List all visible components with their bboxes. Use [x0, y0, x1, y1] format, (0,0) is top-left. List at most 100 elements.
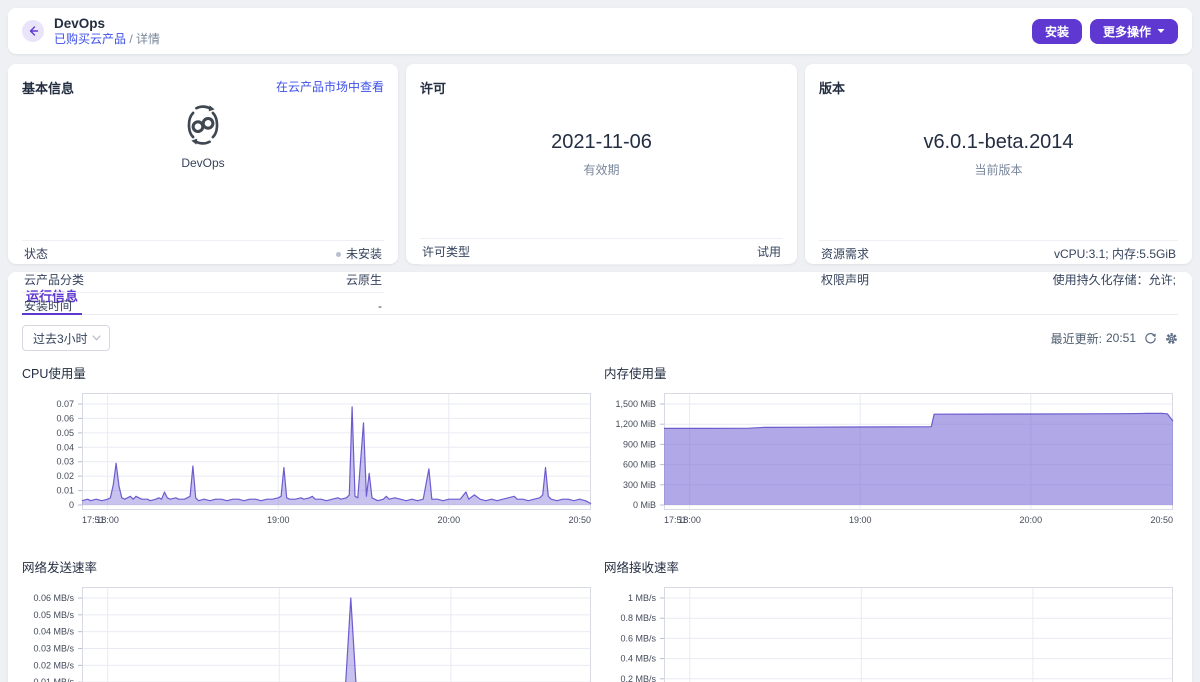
svg-text:0.02 MB/s: 0.02 MB/s	[33, 660, 74, 670]
chevron-down-icon	[1157, 29, 1165, 33]
info-row-label: 状态	[24, 247, 49, 261]
arrow-left-icon	[29, 26, 39, 36]
svg-text:20:50: 20:50	[568, 515, 591, 525]
svg-text:0.04: 0.04	[56, 442, 74, 452]
svg-text:1,200 MiB: 1,200 MiB	[615, 419, 656, 429]
breadcrumb: 已购买云产品 / 详情	[54, 32, 160, 47]
header-titles: DevOps 已购买云产品 / 详情	[54, 16, 160, 47]
svg-text:0 MiB: 0 MiB	[633, 500, 656, 510]
svg-text:900 MiB: 900 MiB	[623, 439, 656, 449]
info-row-label: 资源需求	[821, 247, 870, 261]
refresh-icon	[1145, 332, 1156, 343]
license-rows: 许可类型 试用	[420, 238, 783, 265]
info-row-label: 云产品分类	[24, 273, 85, 287]
svg-text:0.4 MB/s: 0.4 MB/s	[620, 654, 656, 664]
current-version-value: v6.0.1-beta.2014	[923, 131, 1074, 153]
svg-text:0.01: 0.01	[56, 486, 74, 496]
time-range-select[interactable]: 过去3小时	[22, 325, 110, 351]
info-row-label: 许可类型	[422, 245, 471, 259]
svg-text:0: 0	[69, 500, 74, 510]
time-range-value: 过去3小时	[33, 331, 88, 346]
svg-text:0.05 MB/s: 0.05 MB/s	[33, 610, 74, 620]
basic-info-rows: 状态 未安装云产品分类 云原生安装时间 -	[22, 240, 384, 318]
info-row: 许可类型 试用	[420, 238, 783, 265]
svg-text:20:00: 20:00	[438, 515, 461, 525]
svg-text:19:00: 19:00	[267, 515, 290, 525]
basic-info-card: 基本信息 在云产品市场中查看	[8, 64, 398, 313]
chart-title: 网络接收速率	[604, 561, 680, 575]
network-send-rate-chart: 0.06 MB/s 0.05 MB/s 0.04 MB/s 0.03 MB/s 0.02…	[33, 587, 591, 682]
last-update-group: 最近更新: 20:51	[1051, 330, 1178, 347]
monitor-controls: 过去3小时 最近更新: 20:51	[22, 325, 1178, 351]
product-name: DevOps	[181, 156, 225, 170]
version-rows: 资源需求 vCPU:3.1; 内存:5.5GiB 权限声明 使用持久化存储：允许;	[819, 240, 1178, 292]
info-cards-row: 基本信息 在云产品市场中查看	[8, 64, 1192, 313]
svg-text:1 MB/s: 1 MB/s	[628, 593, 657, 603]
charts-grid: CPU使用量 0.07 0.06 0.05 0.04 0.03 0.02 0.01 0 17:5…	[22, 363, 1178, 682]
page-header: DevOps 已购买云产品 / 详情 安装 更多操作	[8, 8, 1192, 54]
svg-text:0.2 MB/s: 0.2 MB/s	[620, 674, 656, 682]
svg-text:300 MiB: 300 MiB	[623, 480, 656, 490]
svg-text:0.07: 0.07	[56, 399, 74, 409]
network-receive-rate-chart: 1 MB/s0.8 MB/s0.6 MB/s0.4 MB/s0.2 MB/s0 …	[620, 587, 1173, 682]
basic-info-title: 基本信息	[22, 81, 75, 96]
svg-text:1,500 MiB: 1,500 MiB	[615, 399, 656, 409]
install-button[interactable]: 安装	[1031, 18, 1082, 44]
more-actions-button[interactable]: 更多操作	[1089, 18, 1178, 44]
svg-text:0.02: 0.02	[56, 471, 74, 481]
svg-text:17:51: 17:51	[664, 515, 687, 525]
svg-text:0.03: 0.03	[56, 457, 74, 467]
chart-title: 网络发送速率	[22, 561, 98, 575]
info-row-label: 安装时间	[24, 299, 73, 313]
info-row: 状态 未安装	[22, 240, 384, 266]
svg-text:19:00: 19:00	[849, 515, 872, 525]
memory-usage-chart: 1,500 MiB 1,200 MiB 900 MiB 600 MiB 300 MiB 0…	[615, 393, 1174, 525]
svg-text:0.06 MB/s: 0.06 MB/s	[33, 593, 74, 603]
info-row-value: 试用	[756, 245, 781, 259]
info-row: 云产品分类 云原生	[22, 266, 384, 292]
product-logo-block: DevOps	[22, 103, 384, 170]
last-update-label: 最近更新:	[1050, 331, 1102, 346]
svg-text:0.03 MB/s: 0.03 MB/s	[33, 644, 74, 654]
svg-text:0.04 MB/s: 0.04 MB/s	[33, 627, 74, 637]
gear-icon	[1166, 332, 1177, 344]
page-title: DevOps	[54, 15, 106, 31]
license-title: 许可	[420, 81, 447, 96]
info-row: 安装时间 -	[22, 292, 384, 318]
svg-text:17:51: 17:51	[82, 515, 105, 525]
svg-text:0.8 MB/s: 0.8 MB/s	[620, 613, 656, 623]
svg-text:600 MiB: 600 MiB	[623, 460, 656, 470]
current-version-caption: 当前版本	[974, 163, 1023, 177]
chart-memory-usage: 内存使用量 1,500 MiB 1,200 MiB 900 MiB 600 MiB 30…	[604, 363, 1178, 535]
svg-text:0.6 MB/s: 0.6 MB/s	[620, 633, 656, 643]
back-button[interactable]	[22, 20, 44, 42]
version-card: 版本 v6.0.1-beta.2014 当前版本 资源需求 vCPU:3.1; 内…	[805, 64, 1192, 287]
info-row-value: 使用持久化存储：允许;	[1052, 273, 1176, 287]
info-row-value: vCPU:3.1; 内存:5.5GiB	[1053, 247, 1176, 261]
monitor-section: 运行信息 过去3小时 最近更新: 20:51	[8, 272, 1192, 682]
chart-network-send: 网络发送速率 0.06 MB/s 0.05 MB/s 0.04 MB/s 0.03 M…	[22, 557, 596, 682]
license-card: 许可 2021-11-06 有效期 许可类型 试用	[406, 64, 797, 265]
status-dot	[335, 252, 341, 257]
chart-title: 内存使用量	[604, 367, 667, 381]
devops-logo-icon	[187, 105, 219, 145]
svg-text:20:50: 20:50	[1150, 515, 1173, 525]
info-row-value: 未安装	[335, 245, 382, 262]
refresh-button[interactable]	[1144, 332, 1157, 345]
svg-text:0.01 MB/s: 0.01 MB/s	[33, 677, 74, 682]
info-row: 权限声明 使用持久化存储：允许;	[819, 266, 1178, 292]
info-row-value: 云原生	[345, 273, 382, 287]
chart-title: CPU使用量	[22, 367, 86, 381]
svg-text:18:00: 18:00	[96, 515, 119, 525]
settings-button[interactable]	[1165, 332, 1178, 345]
chevron-down-icon	[92, 335, 101, 341]
svg-text:20:00: 20:00	[1020, 515, 1043, 525]
view-in-marketplace-link[interactable]: 在云产品市场中查看	[275, 80, 384, 94]
breadcrumb-link[interactable]: 已购买云产品	[54, 31, 127, 46]
info-row-value: -	[378, 298, 382, 313]
last-update-time: 20:51	[1105, 331, 1136, 345]
chart-cpu-usage: CPU使用量 0.07 0.06 0.05 0.04 0.03 0.02 0.01 0 17:5…	[22, 363, 596, 535]
header-actions: 安装 更多操作	[1031, 18, 1178, 44]
